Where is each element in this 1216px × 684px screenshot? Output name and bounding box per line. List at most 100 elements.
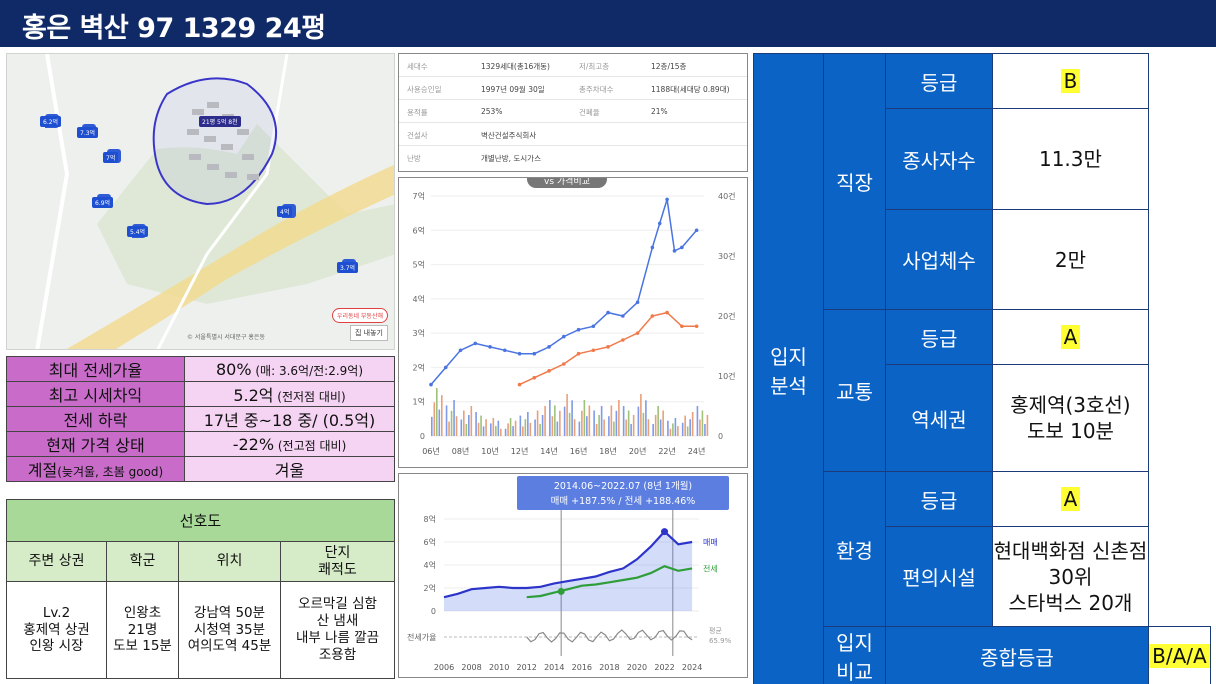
map-price-label[interactable]: 6.2억 (40, 116, 62, 127)
location-analysis-table: 입지 분석 직장 등급 B 종사자수 11.3만 사업체수 2만 교통 등급 A… (753, 53, 1212, 684)
map-copyright: © 서울특별시 서대문구 홍은동 (187, 334, 265, 341)
volume-bar (581, 410, 583, 436)
price-chart[interactable]: 0 1억 2억 3억 4억 5억 6억 7억 0 10건 20건 30건 40건 06년 08년 10년 12년… (399, 170, 747, 467)
info-value: 12층/15층 (651, 62, 687, 71)
volume-bar (465, 424, 468, 436)
summary-key: 최고 시세차익 (6, 381, 185, 407)
row-label: 등급 (885, 309, 993, 365)
volume-bar (524, 419, 527, 436)
map-price-label[interactable]: 7억 (103, 152, 119, 163)
info-label: 난방 (407, 154, 421, 163)
volume-bar (492, 418, 495, 436)
notice-button[interactable]: 우리동네 부동산해 (331, 308, 388, 323)
group-label: 환경 (823, 471, 886, 627)
row-label: 편의시설 (885, 526, 993, 627)
summary-value-main: 80% (215, 359, 252, 379)
data-point (665, 310, 669, 315)
x-tick-label: 2020 (627, 663, 647, 672)
y-tick-label: 5억 (413, 260, 425, 270)
preference-table: 선호도 주변 상권 학군 위치 단지 쾌적도 Lv.2 홍제역 상권 인왕 시장… (6, 499, 395, 679)
price-chart-panel[interactable]: 0 1억 2억 3억 4억 5억 6억 7억 0 10건 20건 30건 40건 06년 08년 10년 12년… (398, 170, 748, 468)
info-label: 세대수 (407, 62, 428, 71)
info-value: 1997년 09월 30일 (481, 85, 545, 94)
side-road (35, 54, 70, 349)
y-tick-label: 2억 (424, 583, 436, 593)
volume-bar (645, 400, 647, 436)
volume-bar (477, 422, 480, 436)
volume-bar (652, 424, 654, 436)
y2-tick-label: 30건 (718, 251, 736, 261)
data-point (680, 324, 684, 329)
y-tick-label: 0 (420, 432, 425, 441)
row-value: 2만 (992, 209, 1149, 310)
data-point (606, 310, 610, 315)
data-point (650, 245, 655, 250)
y-tick-label: 6억 (413, 225, 425, 235)
volume-bar (559, 410, 561, 436)
x-tick-label: 2008 (461, 663, 481, 672)
complex-info-panel: 세대수 1329세대(총16개동) 저/최고층 12층/15층 사용승인일 19… (398, 53, 748, 172)
info-row: 난방 개별난방, 도시가스 (399, 146, 747, 169)
data-point (591, 348, 596, 353)
map-price-label[interactable]: 6.9억 (92, 197, 114, 208)
row-label: 종사자수 (885, 108, 993, 210)
volume-bar (549, 400, 551, 436)
summary-value: 80% (매: 3.6억/전:2.9억) (184, 356, 395, 382)
data-point (502, 348, 507, 353)
data-point (458, 348, 463, 353)
jeonse-chart-panel[interactable]: 0 2억 4억 6억 8억 2006 2008 2010 2012 2014 2016 2018 202… (398, 473, 748, 678)
buildings (187, 102, 259, 180)
map-price-label[interactable]: 3.7억 (337, 262, 359, 273)
data-point (635, 331, 640, 335)
volume-bar (669, 428, 672, 436)
volume-bar (588, 405, 591, 436)
volume-bar (691, 412, 694, 436)
volume-bar (632, 415, 635, 436)
volume-bar (600, 406, 603, 436)
map-price-label[interactable]: 7.3억 (77, 127, 99, 138)
volume-bar (637, 406, 640, 436)
chart-title: vs 가격비교 (544, 178, 590, 187)
volume-bar (497, 420, 500, 436)
x-tick-label: 14년 (540, 446, 558, 456)
data-point (517, 382, 522, 387)
grade-highlight: A (1060, 325, 1081, 349)
price-area (444, 531, 693, 611)
info-row: 세대수 1329세대(총16개동) 저/최고층 12층/15층 (399, 54, 747, 77)
summary-key: 계절(늦겨울, 초봄 good) (6, 456, 185, 482)
x-tick-label: 10년 (481, 446, 499, 456)
complex-label[interactable]: 21평 5억 8천 (199, 116, 241, 127)
map-graphics (7, 54, 394, 349)
volume-bar (539, 424, 541, 436)
data-point (680, 245, 684, 250)
volume-bar (445, 405, 448, 436)
grade-value: B (992, 53, 1149, 109)
map-view[interactable]: 6.2억 7.3억 7억 6.9억 5.4억 4억 3.7억 21평 5억 8천… (6, 53, 395, 350)
volume-bar (495, 426, 497, 436)
y2-tick-label: 40건 (718, 191, 736, 201)
volume-bar (625, 419, 627, 436)
preference-header: 주변 상권 (6, 541, 107, 582)
x-tick-label: 18년 (599, 446, 617, 456)
y-tick-label: 7억 (413, 191, 425, 201)
map-price-label[interactable]: 5.4억 (127, 226, 149, 237)
header-bar: 홍은 벽산 97 1329 24평 (0, 0, 1216, 47)
row-label: 등급 (885, 53, 993, 109)
jeonse-chart[interactable]: 0 2억 4억 6억 8억 2006 2008 2010 2012 2014 2016 2018 202… (399, 474, 747, 677)
summary-value-note: (전고점 대비) (274, 438, 347, 453)
info-label: 건폐율 (579, 108, 600, 117)
volume-bar (701, 410, 704, 436)
section-label: 입지 분석 (753, 53, 824, 684)
overall-value: B/A/A (1147, 626, 1212, 684)
ratio-avg-label: 평균 (709, 626, 722, 635)
volume-bar (485, 419, 487, 436)
info-row: 건설사 벽산건설주식회사 (399, 123, 747, 146)
volume-bar (578, 421, 581, 436)
data-point (532, 375, 537, 380)
list-property-button[interactable]: 집 내놓기 (350, 325, 388, 341)
volume-bar (470, 406, 473, 436)
volume-bar (507, 423, 509, 436)
info-value: 1188대(세대당 0.89대) (651, 85, 730, 94)
info-value: 21% (651, 107, 668, 116)
map-price-label[interactable]: 4억 (277, 206, 293, 217)
